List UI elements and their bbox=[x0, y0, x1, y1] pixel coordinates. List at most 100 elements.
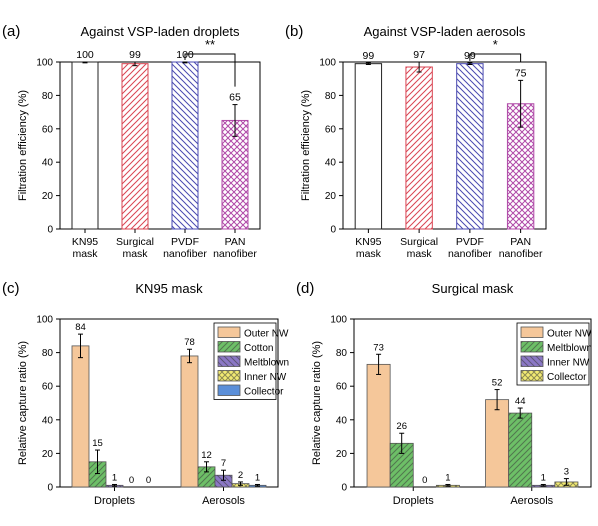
x-tick-label-line2: mask bbox=[356, 248, 382, 260]
y-axis-label: Filtration efficiency (%) bbox=[300, 90, 312, 201]
data-label: 84 bbox=[75, 322, 86, 333]
legend-swatch bbox=[217, 384, 241, 396]
legend-swatch-hatch bbox=[218, 341, 240, 352]
bar bbox=[354, 63, 383, 230]
y-tick-label: 60 bbox=[336, 382, 348, 393]
y-tick-label: 40 bbox=[42, 415, 54, 426]
legend-swatch-hatch bbox=[218, 370, 240, 381]
significance-bracket bbox=[184, 53, 236, 87]
x-tick-label: PVDF bbox=[171, 236, 199, 248]
data-label: 1 bbox=[541, 472, 546, 483]
plot-frame bbox=[59, 61, 261, 230]
data-label: 15 bbox=[92, 438, 103, 449]
plot-frame bbox=[59, 318, 279, 488]
y-tick-label: 40 bbox=[336, 415, 348, 426]
bar-hatch bbox=[508, 413, 532, 487]
legend-label: Outer NW bbox=[547, 329, 592, 340]
data-label: 3 bbox=[564, 467, 569, 478]
data-label: 2 bbox=[238, 470, 243, 481]
y-tick-label: 80 bbox=[42, 91, 54, 102]
y-tick-label: 60 bbox=[42, 382, 54, 393]
data-label: 52 bbox=[492, 378, 503, 389]
panel-label: (c) bbox=[2, 280, 20, 297]
significance-bracket bbox=[469, 53, 522, 63]
y-tick-label: 100 bbox=[319, 58, 336, 69]
bar-hatch bbox=[214, 475, 233, 487]
legend-swatch-hatch bbox=[521, 356, 543, 367]
bar bbox=[71, 345, 90, 488]
data-label: 12 bbox=[201, 450, 212, 461]
x-tick-label: Surgical bbox=[400, 236, 438, 248]
x-tick-label-line2: nanofiber bbox=[163, 248, 207, 260]
y-tick-label: 0 bbox=[47, 225, 53, 236]
bar bbox=[405, 66, 433, 230]
y-tick-label: 100 bbox=[36, 58, 53, 69]
data-label: 44 bbox=[515, 396, 526, 407]
data-label: 97 bbox=[413, 49, 425, 61]
panel-label: (b) bbox=[285, 23, 303, 40]
x-tick-label-line2: mask bbox=[72, 248, 98, 260]
y-tick-label: 60 bbox=[325, 124, 337, 135]
y-tick-label: 100 bbox=[36, 315, 53, 326]
chart-title: Surgical mask bbox=[432, 281, 514, 296]
y-tick-label: 0 bbox=[341, 483, 347, 494]
data-label: 0 bbox=[129, 475, 134, 486]
bar-hatch bbox=[88, 461, 106, 487]
y-axis-label: Relative capture ratio (%) bbox=[17, 341, 29, 465]
legend-label: Meltblown bbox=[547, 343, 592, 354]
legend-swatch-hatch bbox=[218, 356, 240, 367]
panel-label: (a) bbox=[2, 23, 20, 40]
y-tick-label: 20 bbox=[42, 191, 54, 202]
bar bbox=[71, 61, 99, 230]
bar bbox=[121, 63, 149, 230]
legend-swatch bbox=[520, 326, 544, 338]
legend-swatch-hatch bbox=[521, 370, 543, 381]
data-label: 1 bbox=[255, 472, 260, 483]
x-tick-label-line2: nanofiber bbox=[499, 248, 543, 260]
x-tick-label-line2: mask bbox=[122, 248, 148, 260]
y-tick-label: 40 bbox=[42, 158, 54, 169]
bar-hatch bbox=[390, 443, 414, 487]
x-tick-label: PVDF bbox=[456, 236, 484, 248]
x-tick-label-line2: mask bbox=[407, 248, 433, 260]
y-axis-label: Relative capture ratio (%) bbox=[311, 341, 323, 465]
y-axis-label: Filtration efficiency (%) bbox=[17, 90, 29, 201]
legend-label: Collector bbox=[547, 372, 587, 383]
bar-hatch bbox=[197, 466, 215, 487]
legend-swatch-hatch bbox=[521, 341, 543, 352]
bar bbox=[485, 399, 510, 488]
bar bbox=[366, 363, 391, 488]
y-tick-label: 80 bbox=[325, 91, 337, 102]
y-tick-label: 80 bbox=[336, 348, 348, 359]
x-tick-label: Droplets bbox=[94, 495, 135, 507]
x-tick-label: Droplets bbox=[393, 495, 434, 507]
data-label: 65 bbox=[229, 92, 241, 104]
data-label: 73 bbox=[373, 342, 384, 353]
legend-label: Collector bbox=[244, 387, 284, 398]
y-tick-label: 20 bbox=[42, 449, 54, 460]
data-label: 78 bbox=[184, 337, 195, 348]
y-tick-label: 60 bbox=[42, 124, 54, 135]
legend-label: Cotton bbox=[244, 343, 273, 354]
data-label: 75 bbox=[515, 67, 527, 79]
legend-label: Inner NW bbox=[547, 358, 590, 369]
x-tick-label-line2: nanofiber bbox=[448, 248, 492, 260]
data-label: 0 bbox=[422, 475, 427, 486]
data-label: 100 bbox=[76, 49, 94, 61]
y-tick-label: 0 bbox=[47, 483, 53, 494]
x-tick-label: KN95 bbox=[72, 236, 98, 248]
x-tick-label-line2: nanofiber bbox=[213, 248, 257, 260]
data-label: 1 bbox=[112, 472, 117, 483]
panel-label: (d) bbox=[296, 280, 314, 297]
y-tick-label: 40 bbox=[325, 158, 337, 169]
significance-mark: * bbox=[493, 37, 498, 52]
data-label: 7 bbox=[221, 458, 226, 469]
y-tick-label: 80 bbox=[42, 348, 54, 359]
x-tick-label: PAN bbox=[510, 236, 531, 248]
significance-mark: ** bbox=[205, 37, 215, 52]
plot-frame bbox=[342, 61, 547, 230]
plot-frame bbox=[353, 318, 592, 488]
x-tick-label: KN95 bbox=[355, 236, 381, 248]
chart-title: Against VSP-laden droplets bbox=[81, 24, 240, 39]
